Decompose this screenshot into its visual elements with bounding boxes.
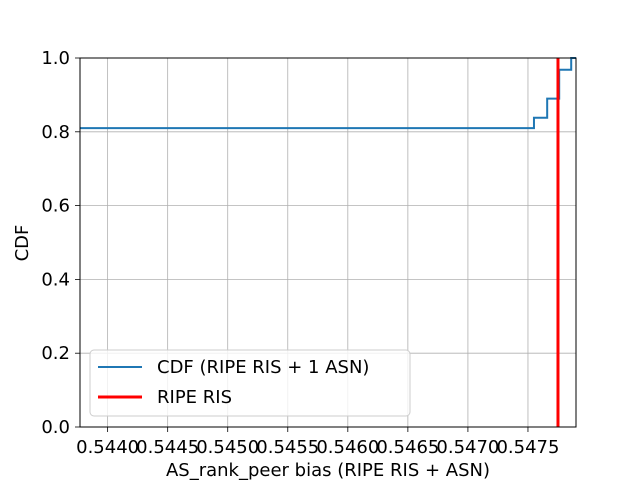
legend: CDF (RIPE RIS + 1 ASN) RIPE RIS xyxy=(89,349,411,417)
y-tick-label: 1.0 xyxy=(41,48,70,69)
y-tick-label: 0.2 xyxy=(41,343,70,364)
x-tick-label: 0.5440 xyxy=(76,437,139,458)
plot-frame xyxy=(79,57,577,428)
x-tick-label: 0.5455 xyxy=(256,437,319,458)
x-tick-label: 0.5475 xyxy=(496,437,559,458)
tick-labels: 0.54400.54450.54500.54550.54600.54650.54… xyxy=(41,48,559,458)
axes xyxy=(75,57,577,432)
x-tick-label: 0.5450 xyxy=(196,437,259,458)
y-tick-label: 0.4 xyxy=(41,269,70,290)
x-tick-label: 0.5465 xyxy=(376,437,439,458)
legend-frame xyxy=(89,349,411,417)
x-tick-label: 0.5470 xyxy=(436,437,499,458)
y-tick-label: 0.6 xyxy=(41,196,70,217)
cdf-step-line xyxy=(80,57,576,130)
y-tick-label: 0.0 xyxy=(41,417,70,438)
plot-series xyxy=(80,57,576,427)
x-tick-label: 0.5445 xyxy=(136,437,199,458)
x-axis-label: AS_rank_peer bias (RIPE RIS + ASN) xyxy=(166,460,490,480)
legend-label-cdf: CDF (RIPE RIS + 1 ASN) xyxy=(157,357,369,378)
y-axis-label: CDF xyxy=(12,225,33,262)
y-tick-label: 0.8 xyxy=(41,122,70,143)
x-tick-label: 0.5460 xyxy=(316,437,379,458)
legend-label-ripe-ris: RIPE RIS xyxy=(157,387,232,408)
